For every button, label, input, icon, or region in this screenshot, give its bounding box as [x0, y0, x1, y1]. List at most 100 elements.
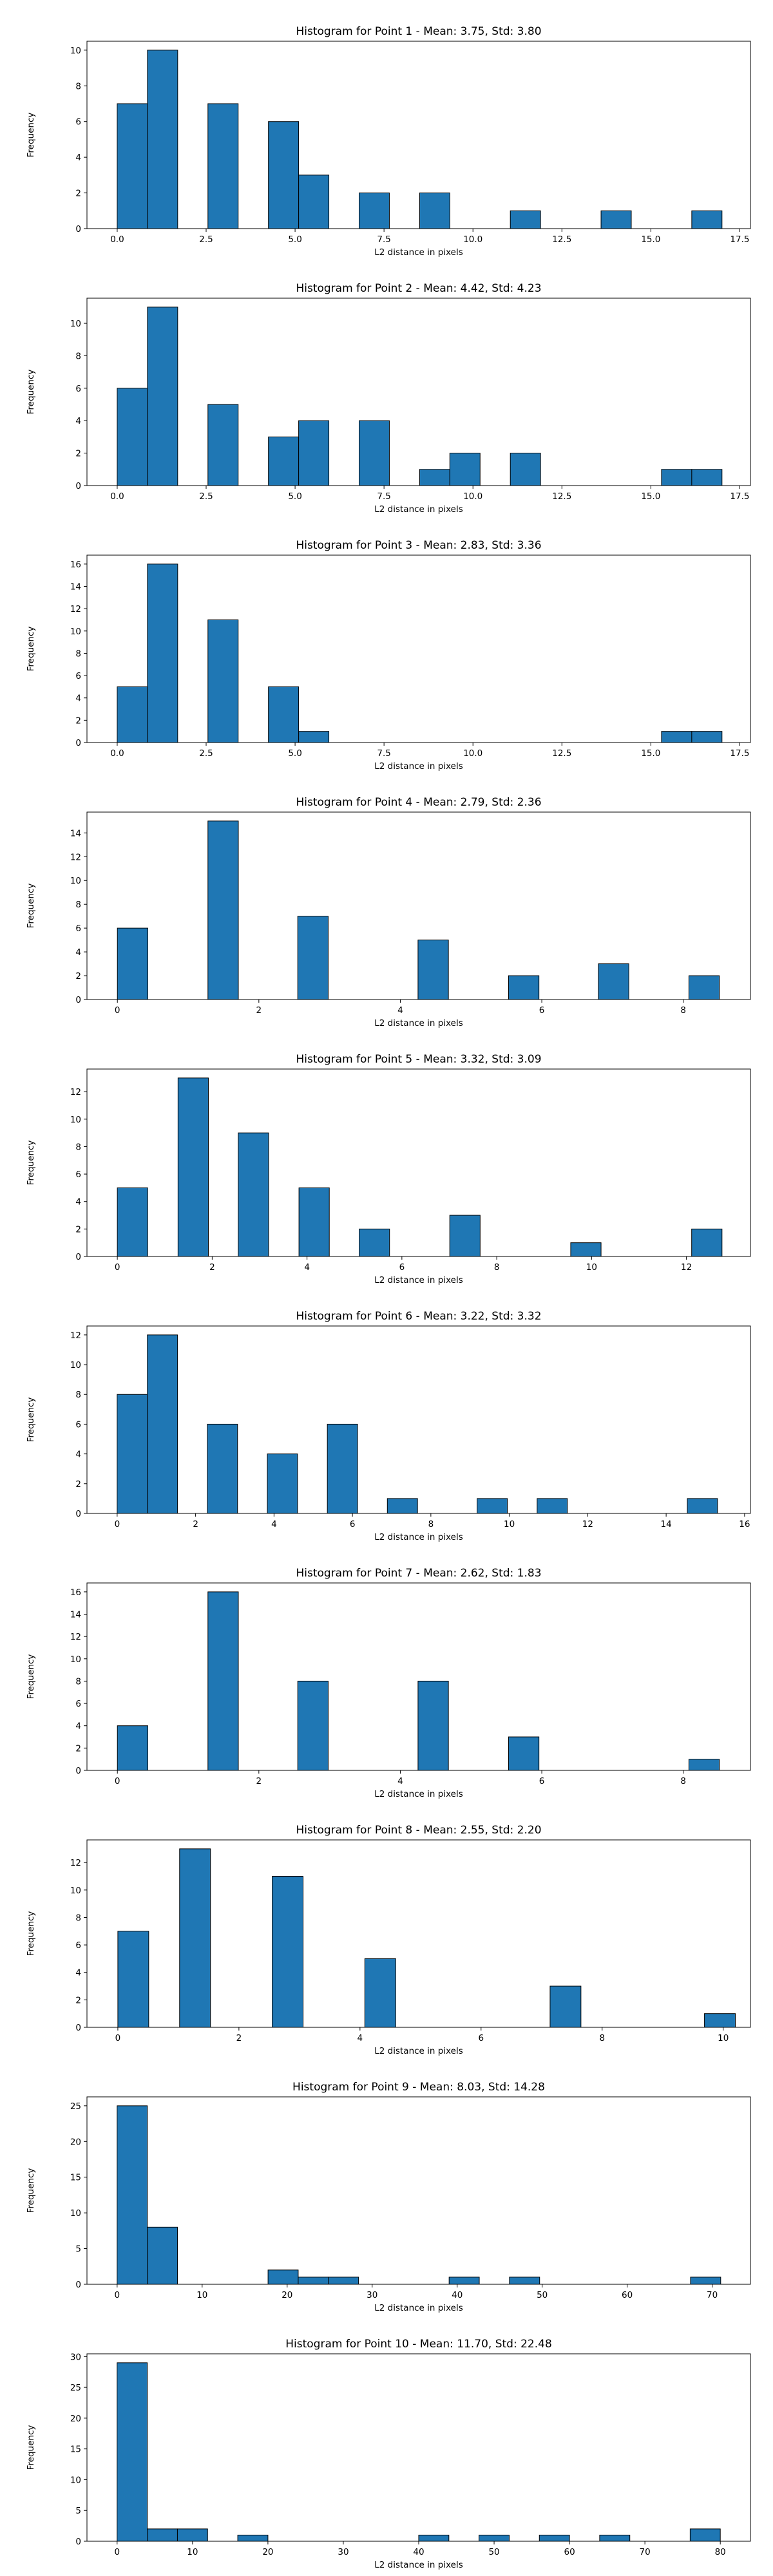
plot-frame — [86, 811, 751, 1000]
x-tick-label: 10.0 — [463, 234, 482, 245]
y-axis-label: Frequency — [26, 1141, 36, 1186]
x-tick-label: 0 — [115, 2547, 120, 2557]
x-tick-label: 40 — [452, 2290, 463, 2300]
histogram-bar — [117, 388, 148, 486]
y-tick-label: 8 — [75, 649, 81, 659]
x-tick-label: 50 — [488, 2547, 499, 2557]
x-tick-label: 6 — [539, 1776, 545, 1786]
x-tick-label: 10 — [586, 1262, 597, 1273]
y-tick-label: 8 — [75, 1676, 81, 1687]
x-tick-label: 10 — [187, 2547, 198, 2557]
histogram-bar — [117, 2105, 148, 2285]
histogram-bar — [570, 1242, 602, 1257]
histogram-panel-5: Histogram for Point 5 - Mean: 3.32, Std:… — [26, 1053, 751, 1285]
plot-frame — [86, 41, 751, 229]
x-axis-label: L2 distance in pixels — [374, 247, 463, 258]
x-tick-label: 8 — [680, 1776, 686, 1786]
histogram-panel-1: Histogram for Point 1 - Mean: 3.75, Std:… — [26, 25, 751, 258]
chart-title: Histogram for Point 4 - Mean: 2.79, Std:… — [296, 796, 541, 809]
histogram-bar — [238, 1132, 269, 1257]
histogram-bar — [598, 963, 629, 1000]
x-tick-label: 15.0 — [641, 491, 660, 502]
histogram-bar — [661, 731, 692, 743]
x-tick-label: 80 — [715, 2547, 726, 2557]
histogram-bar — [419, 469, 450, 486]
x-tick-label: 15.0 — [641, 234, 660, 245]
histogram-panel-7: Histogram for Point 7 - Mean: 2.62, Std:… — [26, 1567, 751, 1799]
x-tick-label: 5.0 — [288, 748, 301, 759]
histogram-bar — [449, 1215, 481, 1257]
histogram-bar — [177, 2528, 208, 2542]
x-tick-label: 2 — [236, 2033, 242, 2043]
histogram-bar — [117, 1931, 149, 2028]
x-tick-label: 5.0 — [288, 234, 301, 245]
histogram-bar — [297, 916, 329, 1000]
y-tick-label: 0 — [75, 995, 81, 1005]
histogram-bar — [599, 2534, 631, 2542]
histogram-bar — [117, 103, 148, 229]
x-tick-label: 50 — [537, 2290, 548, 2300]
histogram-bar — [477, 1498, 508, 1514]
histogram-bar — [207, 820, 239, 1000]
x-tick-label: 2.5 — [199, 491, 213, 502]
x-axis-label: L2 distance in pixels — [374, 761, 463, 772]
y-tick-label: 5 — [75, 2244, 81, 2255]
y-tick-label: 2 — [75, 1743, 81, 1754]
x-tick-label: 20 — [262, 2547, 273, 2557]
x-tick-label: 16 — [739, 1519, 750, 1530]
x-tick-label: 4 — [397, 1776, 403, 1786]
x-axis-label: L2 distance in pixels — [374, 2560, 463, 2570]
y-tick-label: 4 — [75, 416, 81, 426]
histogram-bar — [207, 1423, 238, 1514]
histogram-bar — [510, 210, 541, 229]
y-tick-label: 6 — [75, 1170, 81, 1180]
y-tick-label: 10 — [70, 2475, 81, 2485]
y-axis-label: Frequency — [26, 1397, 36, 1443]
y-axis-label: Frequency — [26, 627, 36, 672]
histogram-bar — [508, 975, 540, 1000]
histogram-bar — [147, 50, 178, 229]
histogram-bar — [539, 2534, 570, 2542]
histogram-panel-2: Histogram for Point 2 - Mean: 4.42, Std:… — [26, 282, 751, 515]
x-tick-label: 30 — [338, 2547, 348, 2557]
histogram-bar — [691, 469, 723, 486]
x-tick-label: 2.5 — [199, 234, 213, 245]
y-tick-label: 0 — [75, 1509, 81, 1519]
x-tick-label: 30 — [367, 2290, 377, 2300]
x-tick-label: 6 — [350, 1519, 356, 1530]
histogram-bar — [147, 564, 178, 743]
x-tick-label: 60 — [622, 2290, 633, 2300]
y-tick-label: 10 — [70, 2208, 81, 2219]
y-tick-label: 0 — [75, 481, 81, 491]
plot-frame — [86, 2096, 751, 2285]
y-tick-label: 15 — [70, 2173, 81, 2183]
histogram-bar — [207, 1591, 239, 1771]
x-tick-label: 17.5 — [730, 748, 749, 759]
x-tick-label: 6 — [399, 1262, 405, 1273]
histogram-bar — [688, 975, 720, 1000]
y-tick-label: 2 — [75, 189, 81, 199]
y-tick-label: 4 — [75, 1968, 81, 1978]
histogram-bar — [448, 2277, 480, 2285]
histogram-bar — [417, 940, 449, 1000]
y-tick-label: 8 — [75, 351, 81, 361]
y-tick-label: 0 — [75, 1766, 81, 1776]
histogram-bar — [117, 1394, 148, 1514]
histogram-bar — [117, 686, 148, 743]
x-tick-label: 12 — [681, 1262, 692, 1273]
y-tick-label: 10 — [70, 627, 81, 637]
y-axis-label: Frequency — [26, 113, 36, 158]
y-tick-label: 0 — [75, 2280, 81, 2290]
y-tick-label: 4 — [75, 153, 81, 163]
histogram-bar — [237, 2534, 269, 2542]
x-tick-label: 4 — [358, 2033, 363, 2043]
y-tick-label: 12 — [70, 1087, 81, 1097]
x-tick-label: 17.5 — [730, 491, 749, 502]
y-tick-label: 30 — [70, 2352, 81, 2362]
histogram-bar — [691, 1228, 723, 1257]
plot-frame — [86, 1839, 751, 2028]
y-tick-label: 2 — [75, 1224, 81, 1235]
y-axis-label: Frequency — [26, 884, 36, 929]
x-tick-label: 7.5 — [377, 234, 390, 245]
